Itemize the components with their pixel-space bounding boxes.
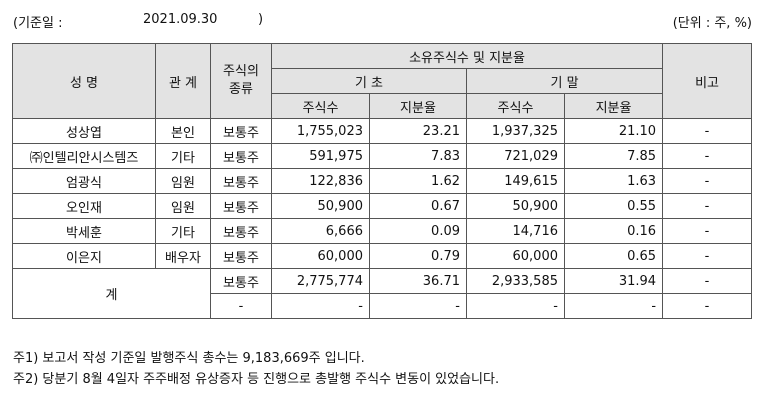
footnote: 주1) 보고서 작성 기준일 발행주식 총수는 9,183,669주 입니다.	[13, 351, 365, 366]
cell-stock-type: 보통주	[210, 268, 272, 294]
cell-end-ratio: -	[563, 293, 664, 319]
cell-begin-shares: 591,975	[271, 143, 370, 169]
cell-relation: 기타	[155, 143, 211, 169]
cell-end-ratio: 31.94	[563, 268, 664, 294]
cell-begin-ratio: 1.62	[369, 168, 467, 194]
basis-date-label: (기준일 :	[13, 16, 63, 31]
cell-name: 성상엽	[12, 118, 156, 144]
cell-relation: 배우자	[155, 243, 211, 269]
col-header-relation: 관 계	[155, 43, 211, 119]
col-header-end: 기 말	[465, 68, 664, 94]
cell-end-ratio: 1.63	[563, 168, 664, 194]
cell-relation: 기타	[155, 218, 211, 244]
cell-end-ratio: 0.16	[563, 218, 664, 244]
col-header-name: 성 명	[12, 43, 156, 119]
cell-end-shares: 1,937,325	[466, 118, 565, 144]
footnote: 주2) 당분기 8월 4일자 주주배정 유상증자 등 진행으로 총발행 주식수 …	[13, 372, 500, 387]
table-row: 성상엽 본인 보통주 1,755,023 23.21 1,937,325 21.…	[12, 118, 753, 144]
cell-name: 엄광식	[12, 168, 156, 194]
col-header-begin: 기 초	[271, 68, 467, 94]
cell-stock-type: 보통주	[210, 193, 272, 219]
cell-stock-type: 보통주	[210, 143, 272, 169]
cell-remarks: -	[662, 218, 753, 244]
cell-end-shares: 721,029	[466, 143, 565, 169]
table-row: 이은지 배우자 보통주 60,000 0.79 60,000 0.65 -	[12, 243, 753, 269]
cell-stock-type: 보통주	[210, 218, 272, 244]
cell-stock-type: 보통주	[210, 168, 272, 194]
basis-date-close: )	[258, 12, 264, 27]
cell-begin-shares: -	[271, 293, 370, 319]
cell-remarks: -	[662, 118, 753, 144]
shareholding-table: 성 명 관 계 주식의 종류 소유주식수 및 지분율 비고 기 초 기 말 주식…	[12, 43, 753, 319]
table-row: 박세훈 기타 보통주 6,666 0.09 14,716 0.16 -	[12, 218, 753, 244]
cell-remarks: -	[662, 293, 753, 319]
cell-end-shares: 14,716	[466, 218, 565, 244]
cell-stock-type: -	[210, 293, 272, 319]
cell-begin-ratio: 0.79	[369, 243, 467, 269]
cell-begin-ratio: 36.71	[369, 268, 467, 294]
cell-name: ㈜인텔리안시스템즈	[12, 143, 156, 169]
cell-begin-ratio: 0.09	[369, 218, 467, 244]
cell-begin-shares: 2,775,774	[271, 268, 370, 294]
cell-relation: 임원	[155, 168, 211, 194]
cell-begin-ratio: 7.83	[369, 143, 467, 169]
cell-begin-shares: 122,836	[271, 168, 370, 194]
cell-begin-shares: 6,666	[271, 218, 370, 244]
col-header-end-shares: 주식수	[466, 93, 565, 119]
total-label: 계	[12, 268, 211, 319]
cell-begin-ratio: 0.67	[369, 193, 467, 219]
cell-stock-type: 보통주	[210, 118, 272, 144]
cell-end-ratio: 0.65	[563, 243, 664, 269]
cell-end-shares: 50,900	[466, 193, 565, 219]
col-header-remarks: 비고	[662, 43, 753, 119]
footnotes: 주1) 보고서 작성 기준일 발행주식 총수는 9,183,669주 입니다. …	[13, 348, 499, 390]
cell-relation: 본인	[155, 118, 211, 144]
cell-remarks: -	[662, 168, 753, 194]
cell-end-shares: 149,615	[466, 168, 565, 194]
cell-end-ratio: 7.85	[563, 143, 664, 169]
cell-end-shares: 60,000	[466, 243, 565, 269]
table-row: 오인재 임원 보통주 50,900 0.67 50,900 0.55 -	[12, 193, 753, 219]
cell-end-ratio: 21.10	[563, 118, 664, 144]
total-row: - - - - - -	[13, 293, 753, 319]
cell-name: 박세훈	[12, 218, 156, 244]
cell-begin-shares: 60,000	[271, 243, 370, 269]
cell-stock-type: 보통주	[210, 243, 272, 269]
cell-begin-ratio: -	[369, 293, 467, 319]
cell-name: 이은지	[12, 243, 156, 269]
cell-end-ratio: 0.55	[563, 193, 664, 219]
cell-name: 오인재	[12, 193, 156, 219]
cell-begin-shares: 1,755,023	[271, 118, 370, 144]
col-header-begin-ratio: 지분율	[369, 93, 467, 119]
cell-remarks: -	[662, 243, 753, 269]
table-row: ㈜인텔리안시스템즈 기타 보통주 591,975 7.83 721,029 7.…	[12, 143, 753, 169]
cell-begin-ratio: 23.21	[369, 118, 467, 144]
cell-remarks: -	[662, 268, 753, 294]
col-header-begin-shares: 주식수	[271, 93, 370, 119]
basis-date-value: 2021.09.30	[143, 12, 218, 27]
cell-remarks: -	[662, 193, 753, 219]
cell-begin-shares: 50,900	[271, 193, 370, 219]
cell-end-shares: -	[466, 293, 565, 319]
cell-end-shares: 2,933,585	[466, 268, 565, 294]
total-row: 계 보통주 2,775,774 36.71 2,933,585 31.94 -	[12, 268, 753, 319]
col-header-end-ratio: 지분율	[563, 93, 664, 119]
unit-label: (단위 : 주, %)	[672, 16, 752, 31]
table-row: 엄광식 임원 보통주 122,836 1.62 149,615 1.63 -	[12, 168, 753, 194]
col-header-holdings: 소유주식수 및 지분율	[270, 43, 664, 69]
report-header: (기준일 : 2021.09.30 ) (단위 : 주, %)	[13, 12, 752, 32]
col-header-stock-type: 주식의 종류	[210, 43, 272, 119]
cell-relation: 임원	[155, 193, 211, 219]
cell-remarks: -	[662, 143, 753, 169]
